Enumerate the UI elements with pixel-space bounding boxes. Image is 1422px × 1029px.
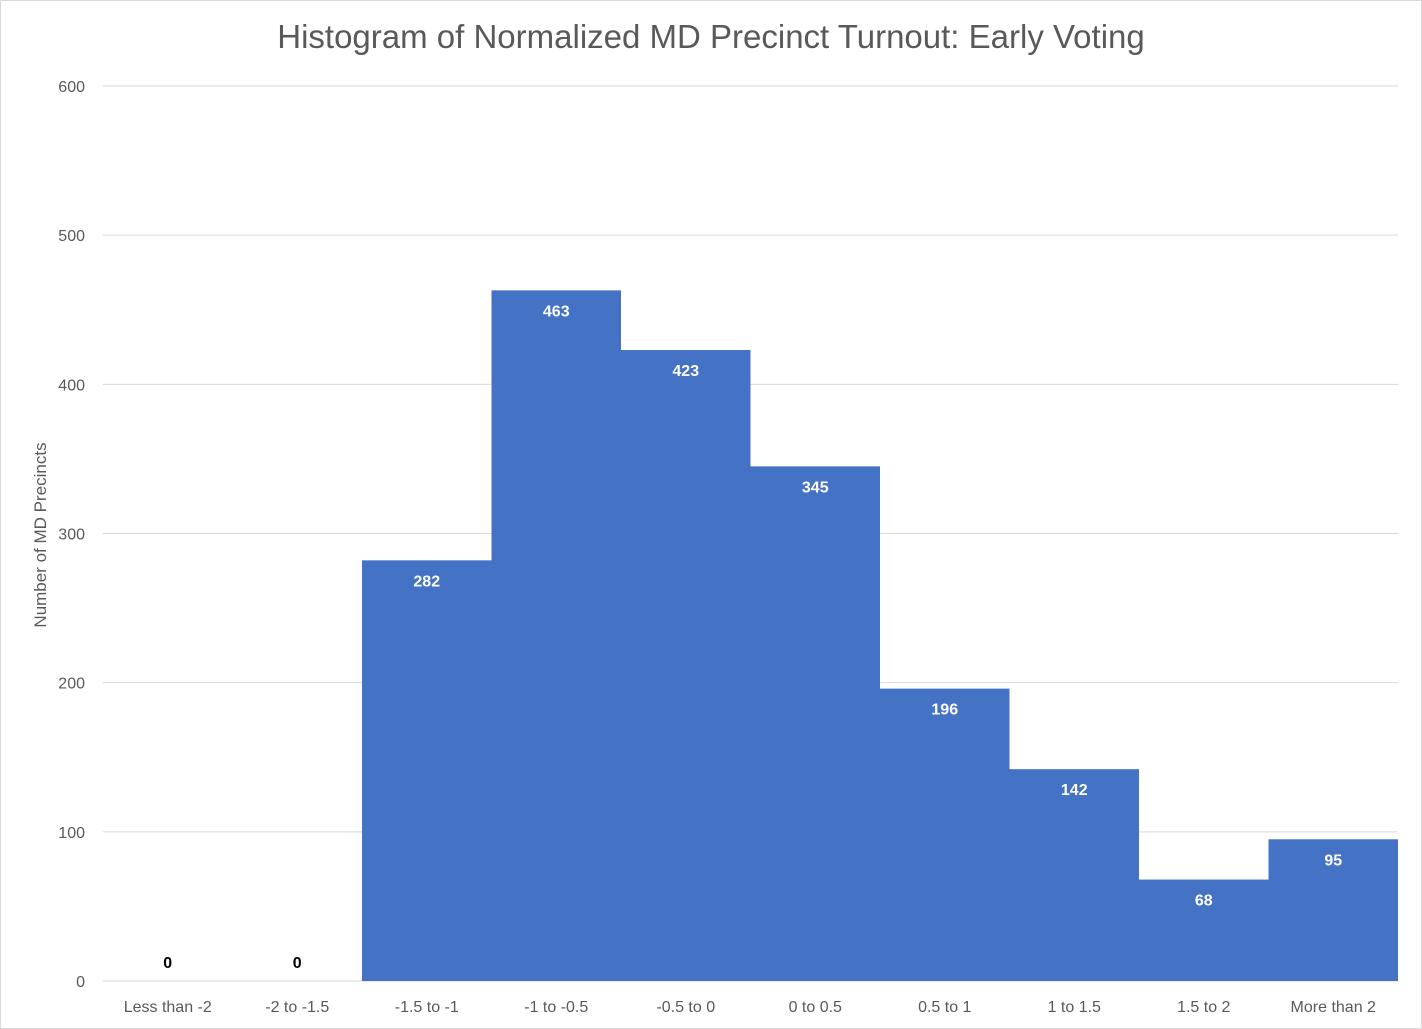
data-label: 196: [931, 702, 958, 719]
data-label: 463: [543, 303, 570, 320]
x-tick-labels: Less than -2 -2 to -1.5 -1.5 to -1 -1 to -0…: [124, 999, 1376, 1016]
x-tick-label: -0.5 to 0: [656, 999, 715, 1016]
x-tick-label: 1 to 1.5: [1048, 999, 1101, 1016]
x-tick-label: 1.5 to 2: [1177, 999, 1230, 1016]
data-label: 345: [802, 479, 829, 496]
y-tick-label: 200: [58, 676, 85, 693]
y-tick-label: 0: [76, 974, 85, 991]
bar-6: [880, 688, 1010, 981]
data-label: 282: [413, 573, 440, 590]
x-tick-label: -2 to -1.5: [265, 999, 329, 1016]
bar-9: [1268, 839, 1398, 981]
y-tick-label: 300: [58, 527, 85, 544]
y-tick-label: 100: [58, 825, 85, 842]
bar-3: [491, 290, 621, 981]
y-tick-label: 400: [58, 377, 85, 394]
bar-4: [621, 350, 751, 981]
x-tick-label: 0.5 to 1: [918, 999, 971, 1016]
x-tick-label: -1.5 to -1: [395, 999, 459, 1016]
x-tick-label: -1 to -0.5: [524, 999, 588, 1016]
y-tick-label: 500: [58, 228, 85, 245]
bar-5: [750, 466, 880, 981]
data-label: 0: [293, 955, 302, 972]
y-tick-label: 600: [58, 79, 85, 96]
bar-7: [1009, 769, 1139, 981]
chart-title: Histogram of Normalized MD Precinct Turn…: [277, 18, 1145, 55]
data-label: 95: [1324, 852, 1342, 869]
data-label: 423: [672, 363, 699, 380]
data-label: 0: [163, 955, 172, 972]
x-tick-label: 0 to 0.5: [789, 999, 842, 1016]
data-label: 68: [1195, 893, 1213, 910]
y-tick-labels: 0 100 200 300 400 500 600: [58, 79, 85, 991]
x-tick-label: More than 2: [1291, 999, 1376, 1016]
bar-2: [362, 560, 492, 981]
data-labels: 0 0 282 463 423 345 196 142 68 95: [163, 303, 1342, 972]
x-tick-label: Less than -2: [124, 999, 212, 1016]
bars: [362, 290, 1398, 981]
bar-8: [1139, 879, 1269, 981]
data-label: 142: [1061, 782, 1088, 799]
